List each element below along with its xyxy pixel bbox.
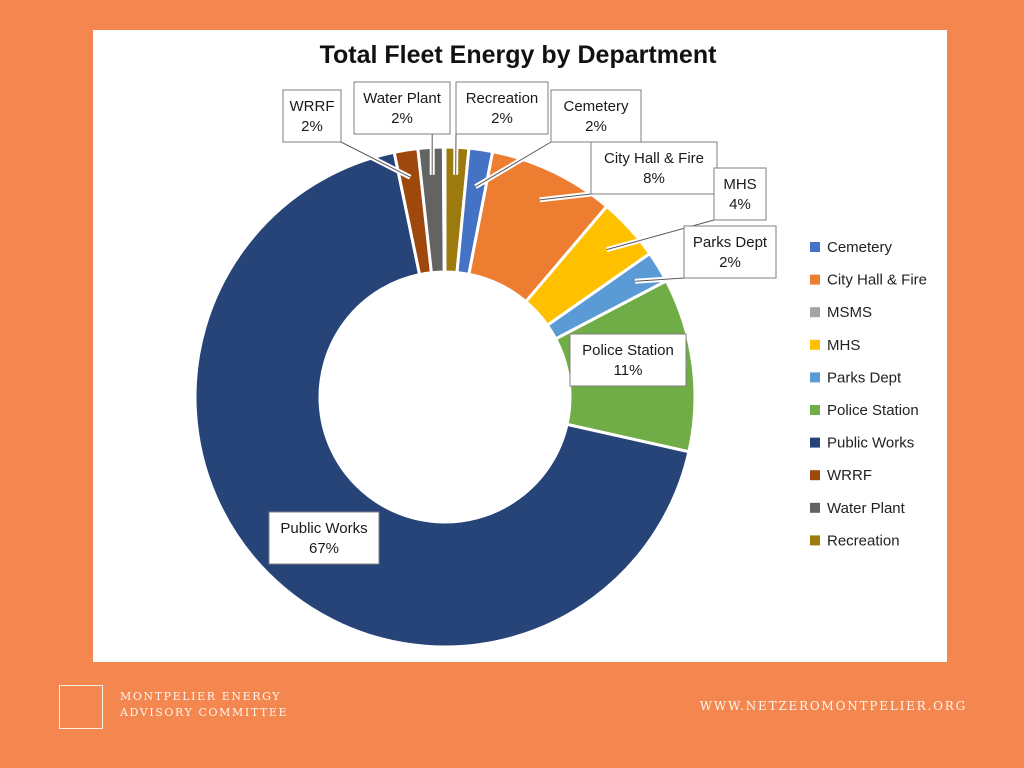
label-value-wrrf: 2% (301, 118, 323, 135)
label-name-water-plant: Water Plant (363, 90, 442, 107)
chart-panel: Total Fleet Energy by Department Recreat… (93, 30, 947, 662)
legend-swatch-public-works (810, 437, 820, 448)
label-name-city-hall-and-fire: City Hall & Fire (604, 150, 704, 167)
label-box-wrrf (282, 89, 342, 143)
label-value-parks-dept: 2% (719, 254, 741, 271)
doughnut-chart: Total Fleet Energy by Department Recreat… (193, 41, 927, 649)
legend-label-city-hall-and-fire: City Hall & Fire (827, 272, 927, 289)
label-name-cemetery: Cemetery (563, 98, 629, 115)
legend-swatch-msms (810, 307, 820, 318)
footer-org-line2: ADVISORY COMMITTEE (120, 706, 289, 719)
legend-swatch-mhs (810, 339, 820, 350)
label-value-cemetery: 2% (585, 118, 607, 135)
legend-label-recreation: Recreation (827, 532, 900, 549)
label-name-parks-dept: Parks Dept (693, 234, 768, 251)
legend-swatch-city-hall-and-fire (810, 274, 820, 285)
legend-label-water-plant: Water Plant (827, 500, 906, 517)
label-box-mhs (713, 167, 767, 221)
label-value-city-hall-and-fire: 8% (643, 170, 665, 187)
label-value-recreation: 2% (491, 110, 513, 127)
legend-label-police-station: Police Station (827, 402, 919, 419)
label-box-city-hall-and-fire (590, 141, 718, 195)
data-labels: Recreation 2% Cemetery 2% City Hall & Fire 8%… (268, 81, 777, 565)
label-name-public-works: Public Works (280, 520, 367, 537)
label-box-cemetery (550, 89, 642, 143)
legend-swatch-water-plant (810, 502, 820, 513)
legend-swatch-parks-dept (810, 372, 820, 383)
legend-swatch-police-station (810, 405, 820, 415)
legend-label-cemetery: Cemetery (827, 239, 893, 256)
label-name-police-station: Police Station (582, 342, 674, 359)
slice-msms (441, 145, 447, 274)
leader-lines (339, 133, 715, 368)
legend-label-public-works: Public Works (827, 435, 914, 452)
legend-swatch-cemetery (810, 242, 820, 252)
leader-line-city-hall-and-fire (539, 193, 592, 201)
label-box-parks-dept (683, 225, 777, 279)
slices-group (193, 145, 697, 649)
footer-url[interactable]: WWW.NETZEROMONTPELIER.ORG (699, 699, 967, 713)
label-box-police-station (569, 333, 687, 387)
chart-title: Total Fleet Energy by Department (320, 41, 718, 69)
legend-swatch-wrrf (810, 470, 820, 481)
label-name-mhs: MHS (723, 176, 756, 193)
leader-line-wrrf (340, 141, 411, 178)
label-name-recreation: Recreation (466, 90, 539, 107)
legend: Cemetery City Hall & Fire MSMS MHS Parks Dep… (810, 239, 927, 549)
footer-organization: MONTPELIER ENERGY ADVISORY COMMITTEE (120, 689, 288, 721)
legend-label-mhs: MHS (827, 337, 860, 354)
legend-label-parks-dept: Parks Dept (827, 369, 902, 386)
label-value-mhs: 4% (729, 196, 751, 213)
label-value-water-plant: 2% (391, 110, 413, 127)
label-value-police-station: 11% (614, 362, 643, 379)
footer-org-line1: MONTPELIER ENERGY (120, 690, 282, 703)
label-name-wrrf: WRRF (290, 98, 335, 115)
label-value-public-works: 67% (309, 540, 339, 557)
leader-line-parks-dept (634, 277, 685, 282)
logo-mark (59, 685, 103, 729)
legend-swatch-recreation (810, 535, 820, 546)
legend-label-wrrf: WRRF (827, 467, 872, 484)
label-box-recreation (455, 81, 549, 135)
label-box-public-works (268, 511, 380, 565)
label-box-water-plant (353, 81, 451, 135)
leader-line-mhs (606, 219, 715, 251)
leader-line-cemetery (475, 141, 552, 188)
legend-label-msms: MSMS (827, 304, 872, 321)
